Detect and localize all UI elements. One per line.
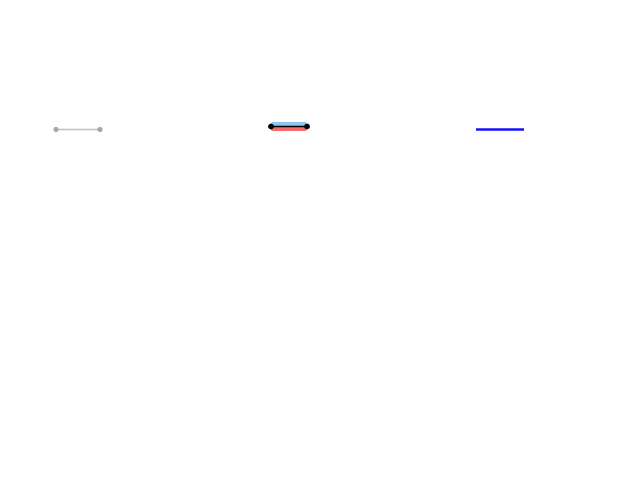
ensemble-members-marker-icon [52, 122, 104, 140]
normal-marker-icon [474, 122, 526, 140]
ensemble-average-marker-icon [266, 120, 312, 138]
